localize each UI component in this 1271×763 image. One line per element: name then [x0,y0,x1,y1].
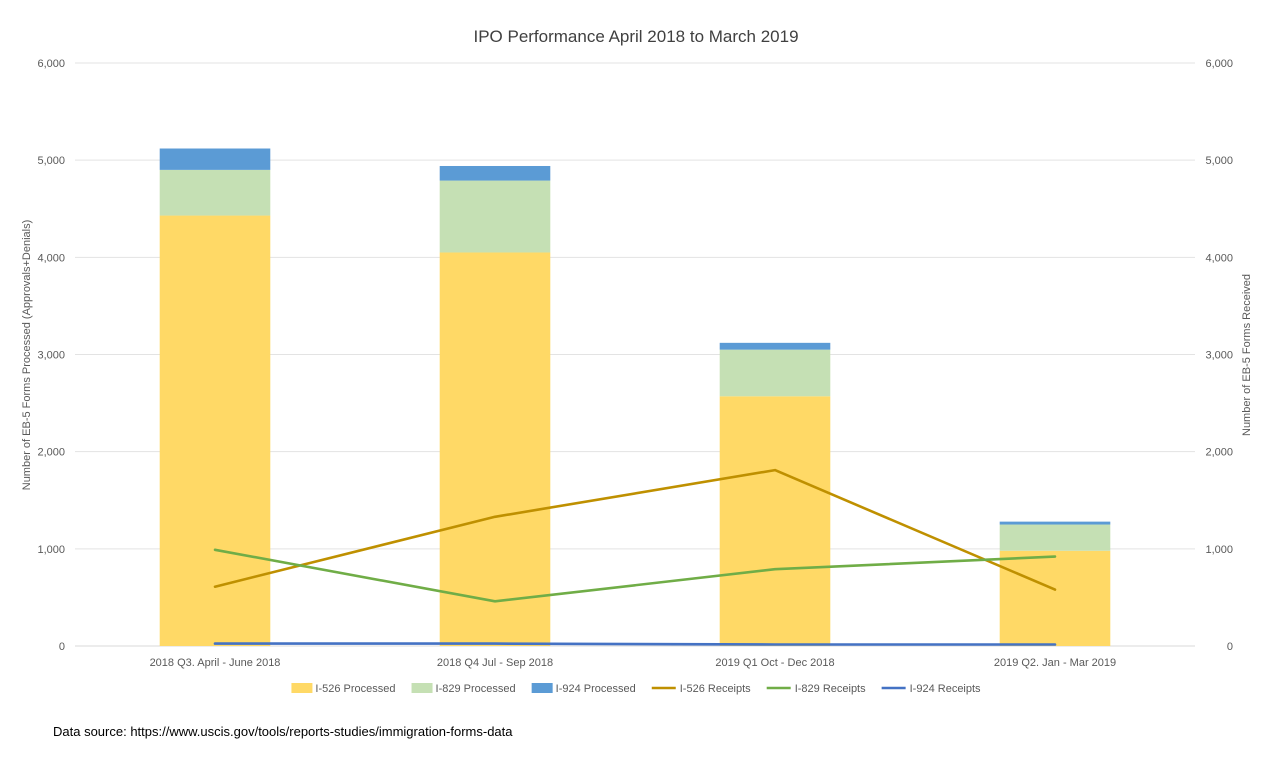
legend-label-i-829-processed: I-829 Processed [436,683,516,695]
bar-i-829-processed [999,524,1111,551]
x-tick-label: 2018 Q4 Jul - Sep 2018 [437,657,553,669]
x-tick-label: 2019 Q2. Jan - Mar 2019 [994,657,1116,669]
line-i-924-receipts [213,642,1057,646]
legend-label-i-526-receipts: I-526 Receipts [680,683,751,695]
bar-i-526-processed [719,396,831,646]
y-tick-label-left: 3,000 [37,350,65,362]
legend-label-i-829-receipts: I-829 Receipts [795,683,866,695]
legend-swatch-i-829-processed [411,683,433,693]
y-tick-label-left: 6,000 [37,58,65,70]
x-tick-label: 2018 Q3. April - June 2018 [150,657,281,669]
chart-svg: IPO Performance April 2018 to March 2019… [21,27,1253,695]
y-tick-label-right: 5,000 [1205,155,1233,167]
bar-i-526-processed [999,550,1111,646]
y-tick-label-left: 0 [59,641,65,653]
bar-i-924-processed [719,342,831,350]
y-axis-right: 0 1,000 2,000 3,000 4,000 5,000 6,000 [1205,58,1233,653]
y-tick-label-left: 4,000 [37,252,65,264]
y-axis-left: 0 1,000 2,000 3,000 4,000 5,000 6,000 [37,58,65,653]
y-tick-label-left: 2,000 [37,447,65,459]
y-tick-label-right: 4,000 [1205,252,1233,264]
line-i-829-receipts [213,548,1057,603]
legend-label-i-526-processed: I-526 Processed [315,683,395,695]
bar-i-924-processed [999,521,1111,525]
y-tick-label-right: 3,000 [1205,350,1233,362]
legend-swatch-i-924-processed [531,683,553,693]
bar-i-829-processed [439,180,551,253]
line-i-526-receipts [213,468,1057,591]
bar-i-829-processed [719,349,831,397]
y-axis-title-right: Number of EB-5 Forms Received [1241,274,1253,436]
x-axis: 2018 Q3. April - June 2018 2018 Q4 Jul - … [150,657,1117,669]
lines [213,468,1057,646]
x-tick-label: 2019 Q1 Oct - Dec 2018 [715,657,834,669]
bar-i-924-processed [439,165,551,181]
y-axis-title-left: Number of EB-5 Forms Processed (Approval… [21,220,33,491]
source-note: Data source: https://www.uscis.gov/tools… [53,724,513,739]
bar-i-526-processed [159,215,271,646]
bar-i-526-processed [439,252,551,646]
legend-swatch-i-526-processed [291,683,313,693]
y-tick-label-right: 6,000 [1205,58,1233,70]
chart-title: IPO Performance April 2018 to March 2019 [473,27,798,46]
legend-label-i-924-processed: I-924 Processed [556,683,636,695]
y-tick-label-left: 1,000 [37,544,65,556]
bars [159,148,1111,646]
legend-label-i-924-receipts: I-924 Receipts [910,683,981,695]
y-tick-label-right: 0 [1227,641,1233,653]
bar-i-829-processed [159,169,271,216]
legend: I-526 Processed I-829 Processed I-924 Proc… [291,683,981,695]
y-tick-label-right: 1,000 [1205,544,1233,556]
y-tick-label-left: 5,000 [37,155,65,167]
bar-i-924-processed [159,148,271,170]
y-tick-label-right: 2,000 [1205,447,1233,459]
